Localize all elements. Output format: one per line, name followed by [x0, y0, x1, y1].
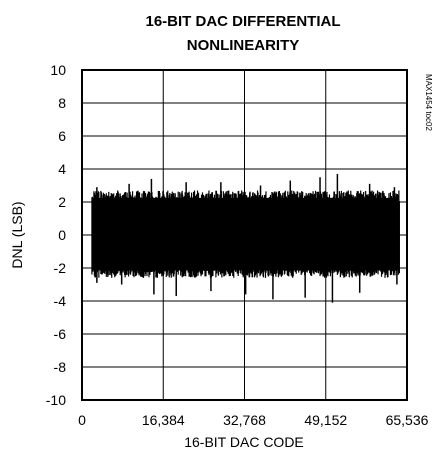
y-axis-label: DNL (LSB) — [9, 201, 25, 268]
y-tick-label: 6 — [58, 128, 66, 144]
y-tick-label: 4 — [58, 161, 66, 177]
chart-title-line-1: 16-BIT DAC DIFFERENTIAL — [146, 13, 341, 30]
x-axis-label: 16-BIT DAC CODE — [184, 434, 304, 450]
tick-label-layer: -10 -8 -6 -4 -2 0 2 4 6 8 10 0 16,384 32,768 49,152 65,… — [46, 62, 429, 428]
dnl-trace — [91, 190, 400, 278]
figure-id-annotation: MAX1454 toc02 — [424, 74, 433, 131]
y-tick-label: 2 — [58, 194, 66, 210]
y-tick-label: -10 — [46, 392, 66, 408]
plot-frame — [81, 69, 408, 401]
dnl-series — [91, 173, 400, 303]
y-tick-label: 10 — [50, 62, 66, 78]
y-tick-label: -2 — [54, 260, 67, 276]
x-tick-label: 0 — [78, 412, 86, 428]
x-tick-label: 32,768 — [223, 412, 266, 428]
x-tick-label: 16,384 — [142, 412, 185, 428]
y-tick-label: -6 — [54, 326, 67, 342]
x-tick-label: 49,152 — [304, 412, 347, 428]
x-tick-label: 65,536 — [386, 412, 429, 428]
chart-title-line-2: NONLINEARITY — [187, 37, 300, 54]
y-tick-label: 0 — [58, 227, 66, 243]
y-tick-label: -8 — [54, 359, 67, 375]
y-tick-label: -4 — [54, 293, 67, 309]
y-tick-label: 8 — [58, 95, 66, 111]
